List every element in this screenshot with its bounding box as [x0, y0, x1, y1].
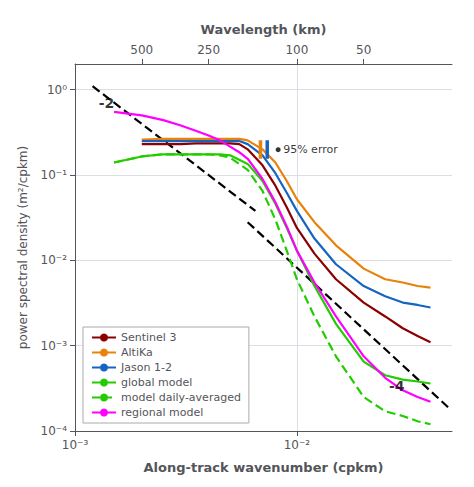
- svg-text:AltiKa: AltiKa: [121, 346, 153, 359]
- svg-text:95% error: 95% error: [283, 143, 338, 156]
- svg-text:10⁰: 10⁰: [47, 83, 67, 97]
- svg-text:250: 250: [197, 43, 220, 57]
- svg-text:10⁻³: 10⁻³: [41, 339, 68, 353]
- svg-text:10⁻¹: 10⁻¹: [41, 168, 68, 182]
- svg-text:100: 100: [285, 43, 308, 57]
- svg-text:10⁻³: 10⁻³: [62, 438, 89, 452]
- svg-text:500: 500: [130, 43, 153, 57]
- svg-text:10⁻²: 10⁻²: [41, 253, 68, 267]
- svg-text:50: 50: [356, 43, 371, 57]
- svg-text:power spectral density (m²/cpk: power spectral density (m²/cpkm): [16, 146, 30, 349]
- svg-text:10⁻⁴: 10⁻⁴: [41, 424, 68, 438]
- svg-text:Sentinel 3: Sentinel 3: [121, 331, 176, 344]
- svg-text:Wavelength (km): Wavelength (km): [201, 22, 327, 37]
- svg-text:regional model: regional model: [121, 406, 203, 419]
- svg-text:10⁻²: 10⁻²: [284, 438, 311, 452]
- svg-text:global model: global model: [121, 376, 192, 389]
- svg-text:-2: -2: [99, 95, 115, 111]
- svg-text:-4: -4: [389, 378, 405, 394]
- svg-text:model daily-averaged: model daily-averaged: [121, 391, 241, 404]
- svg-text:Jason 1-2: Jason 1-2: [120, 361, 172, 374]
- svg-text:Along-track wavenumber (cpkm): Along-track wavenumber (cpkm): [144, 460, 384, 475]
